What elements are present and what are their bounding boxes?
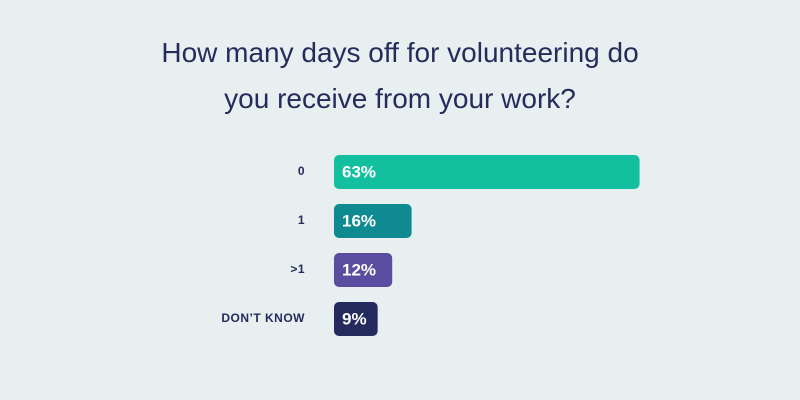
value-label: 12% — [342, 260, 376, 279]
value-label: 63% — [342, 162, 376, 181]
bar — [334, 302, 378, 336]
category-label: 0 — [298, 164, 305, 178]
chart-title: How many days off for volunteering do yo… — [161, 37, 639, 114]
bar — [334, 204, 412, 238]
bar — [334, 155, 640, 189]
value-label: 9% — [342, 309, 367, 328]
category-label: 1 — [298, 213, 305, 227]
category-label: DON’T KNOW — [221, 311, 305, 325]
value-label: 16% — [342, 211, 376, 230]
category-label: >1 — [290, 262, 305, 276]
bar — [334, 253, 393, 287]
